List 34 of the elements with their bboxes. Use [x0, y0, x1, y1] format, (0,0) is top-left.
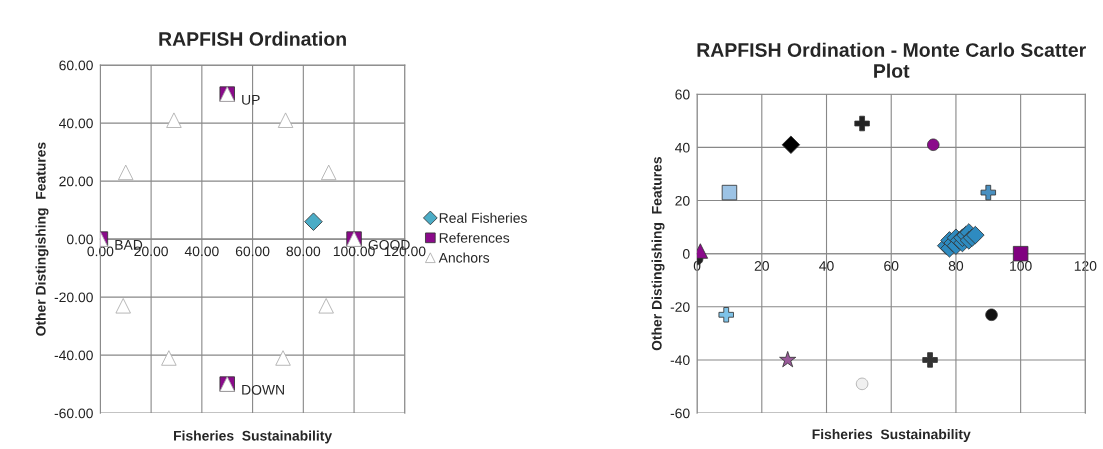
y-tick-label: 60.00: [59, 60, 93, 71]
x-axis-title: Fisheries Sustainability: [174, 430, 333, 444]
x-tick-label: 80: [948, 261, 964, 271]
x-tick-label: 40: [819, 261, 834, 271]
y-axis-title: Other Distingishing Features: [651, 157, 665, 351]
annotation: DOWN: [242, 384, 284, 395]
y-tick-label: -60: [670, 408, 690, 419]
x-tick-label: 60.00: [235, 246, 270, 257]
x-tick-label: 60: [884, 261, 899, 271]
y-tick-label: 40.00: [58, 118, 93, 129]
y-tick-label: 40: [675, 142, 690, 153]
chart-title: RAPFISH Ordination - Monte Carlo Scatter Plot: [697, 42, 1086, 78]
x-tick-label: 120: [1074, 261, 1097, 271]
x-tick-label: 100: [1010, 261, 1032, 271]
x-axis-title: Fisheries Sustainability: [812, 429, 971, 442]
chart-title: RAPFISH Ordination: [159, 31, 346, 46]
y-tick-label: -40: [670, 355, 690, 366]
x-tick-label: 40.00: [184, 246, 219, 257]
y-tick-label: -40.00: [54, 350, 93, 361]
x-tick-label: 20: [754, 261, 769, 271]
legend-label: Anchors: [438, 252, 490, 263]
annotation: UP: [242, 95, 260, 105]
y-tick-label: 20.00: [59, 176, 93, 187]
y-axis-title: Other Distingishing Features: [35, 142, 49, 336]
y-tick-label: -60.00: [54, 408, 93, 419]
y-tick-label: 60: [675, 89, 690, 100]
x-tick-label: 0.00: [87, 246, 114, 257]
legend-label: Real Fisheries: [439, 212, 527, 223]
y-tick-label: 20: [675, 195, 690, 206]
y-tick-label: 0.00: [66, 234, 93, 245]
y-tick-label: -20: [670, 302, 690, 312]
legend-label: References: [439, 232, 510, 243]
x-tick-label: 80.00: [286, 246, 321, 257]
y-tick-label: -20.00: [54, 292, 93, 303]
